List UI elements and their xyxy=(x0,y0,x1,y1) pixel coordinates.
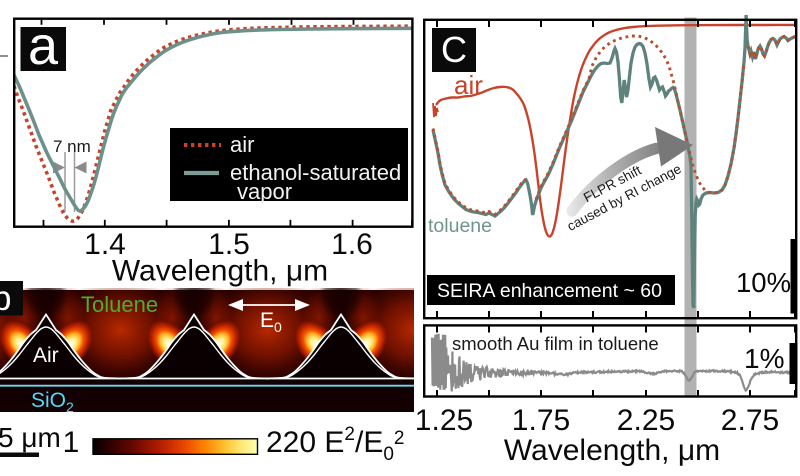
svg-text:1.5: 1.5 xyxy=(208,228,250,261)
svg-text:air: air xyxy=(230,132,254,157)
svg-text:1%: 1% xyxy=(744,343,784,374)
svg-text:7 nm: 7 nm xyxy=(53,137,91,156)
svg-text:air: air xyxy=(454,70,483,100)
svg-text:Wavelength, μm: Wavelength, μm xyxy=(112,255,328,288)
svg-text:toluene: toluene xyxy=(428,215,492,237)
svg-text:5 μm: 5 μm xyxy=(0,422,61,453)
svg-text:1.4: 1.4 xyxy=(84,228,126,261)
svg-text:b: b xyxy=(0,279,11,318)
svg-text:2.75: 2.75 xyxy=(721,404,779,437)
svg-text:2.25: 2.25 xyxy=(617,404,675,437)
svg-text:1.6: 1.6 xyxy=(331,228,373,261)
svg-text:1: 1 xyxy=(63,426,80,459)
svg-text:220 E2/E02: 220 E2/E02 xyxy=(266,424,405,465)
svg-text:a: a xyxy=(28,16,59,76)
svg-text:1.75: 1.75 xyxy=(512,404,570,437)
svg-text:Toluene: Toluene xyxy=(81,292,158,317)
svg-text:Wavelength, μm: Wavelength, μm xyxy=(504,434,720,467)
svg-text:C: C xyxy=(441,29,467,70)
svg-text:vapor: vapor xyxy=(237,179,292,204)
svg-text:10%: 10% xyxy=(736,267,791,298)
svg-text:Air: Air xyxy=(33,344,59,367)
svg-text:1.25: 1.25 xyxy=(415,404,473,437)
svg-text:smooth Au film in toluene: smooth Au film in toluene xyxy=(452,333,659,354)
svg-text:ethanol-saturated: ethanol-saturated xyxy=(230,160,401,185)
svg-text:SEIRA enhancement ~ 60: SEIRA enhancement ~ 60 xyxy=(437,280,662,302)
